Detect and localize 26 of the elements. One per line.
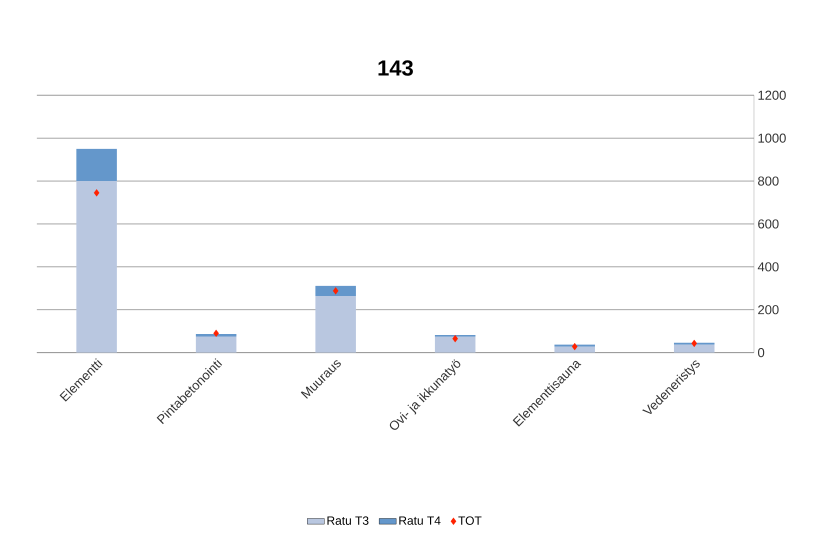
point — [572, 342, 578, 350]
bar — [554, 346, 595, 353]
legend-label: Ratu T3 — [327, 516, 368, 525]
y-tick-label: 0 — [758, 348, 764, 358]
bar — [434, 336, 476, 353]
bar — [76, 148, 117, 182]
point — [691, 340, 698, 348]
y-tick-label: 800 — [758, 176, 779, 186]
bar — [315, 286, 356, 296]
y-tick-label: 1200 — [758, 90, 786, 100]
legend-label: TOT — [458, 516, 482, 525]
chart-title: 143 — [378, 60, 413, 76]
point — [94, 189, 100, 196]
y-tick-label: 200 — [758, 305, 779, 314]
point — [213, 330, 219, 337]
point — [452, 334, 458, 342]
y-tick-label: 1000 — [758, 134, 786, 143]
bar — [674, 344, 714, 353]
y-tick-label: 600 — [758, 219, 779, 228]
y-tick-label: 400 — [758, 262, 779, 272]
point — [332, 287, 338, 295]
bar — [315, 296, 356, 353]
bar — [196, 336, 236, 353]
bar — [196, 334, 236, 337]
bar — [76, 181, 117, 353]
legend-label: Ratu T4 — [399, 516, 441, 525]
